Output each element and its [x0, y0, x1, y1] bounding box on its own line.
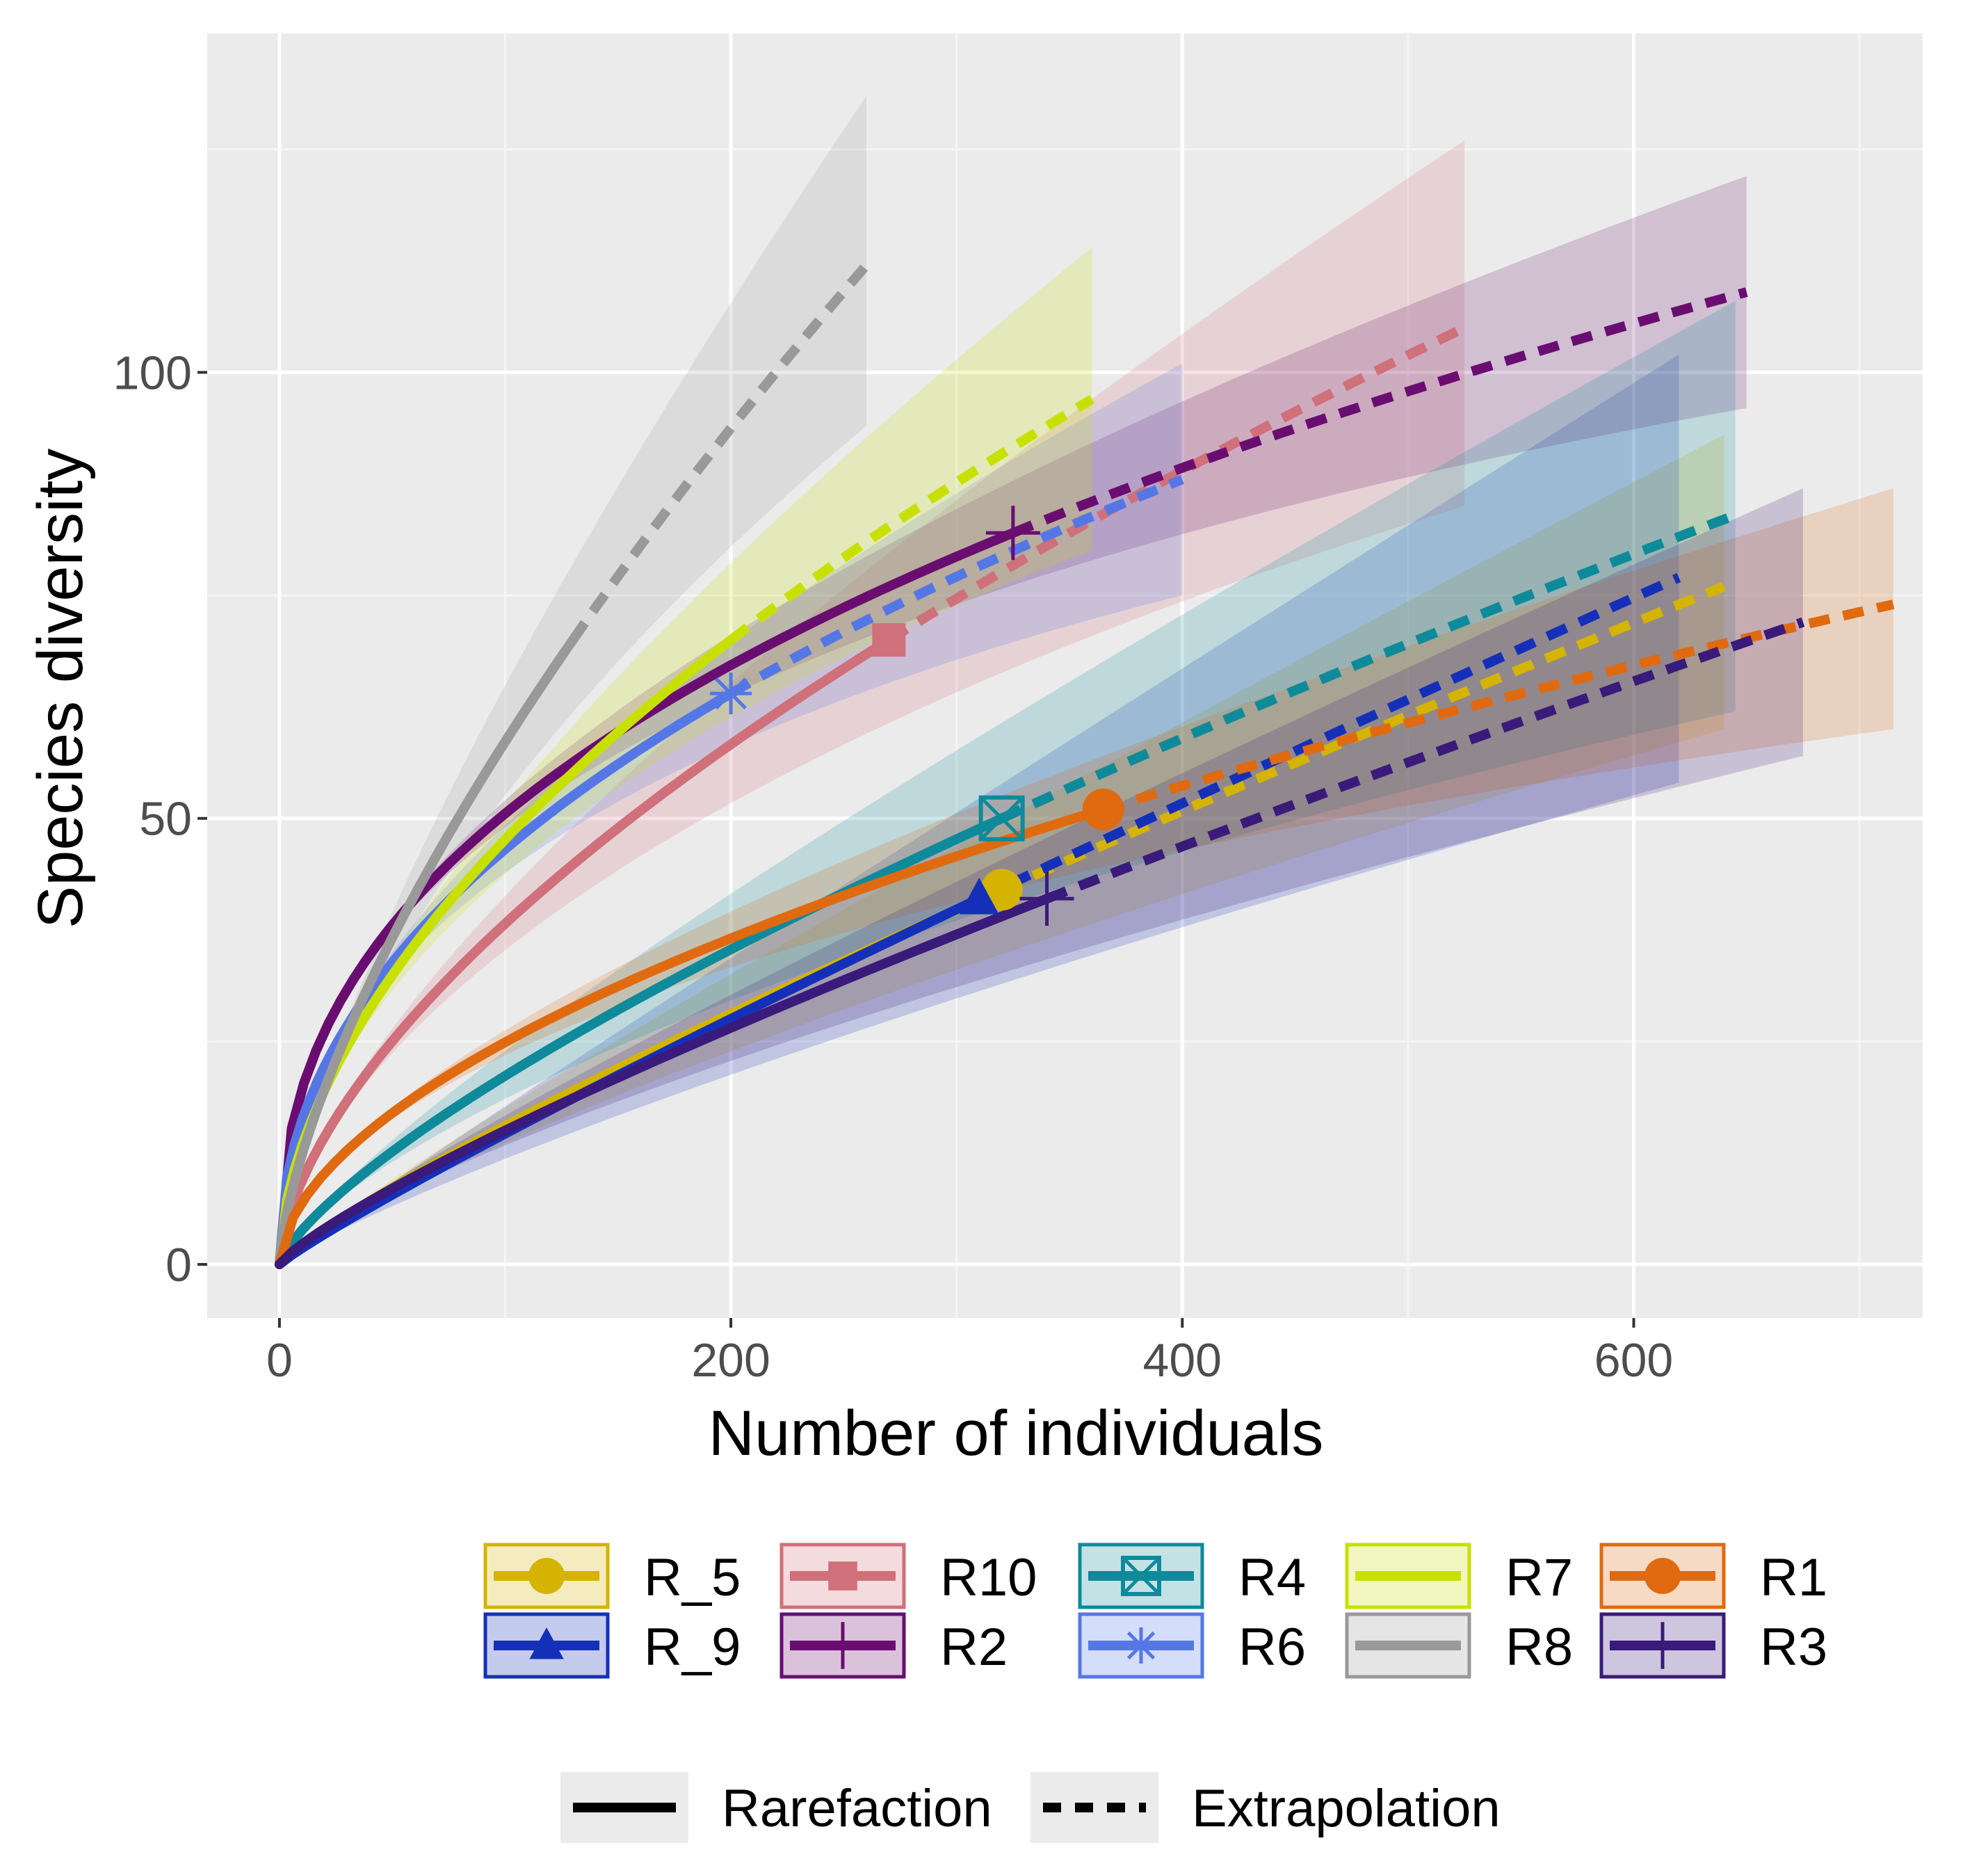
rarefaction-R4	[274, 813, 1007, 1269]
extrapolation-R2	[1011, 287, 1748, 538]
legend-key-R7	[1345, 1543, 1471, 1609]
marker-R3	[1019, 871, 1074, 926]
band-R8	[279, 95, 866, 1264]
legend-marker-R3	[1639, 1622, 1686, 1669]
extrapolation-R8	[569, 261, 871, 643]
legend-key-R4	[1078, 1543, 1204, 1609]
rarefaction-R10	[274, 635, 894, 1269]
legend-label-R8: R8	[1505, 1618, 1573, 1677]
y-axis-title: Species diversity	[25, 449, 96, 928]
line-type-label: Extrapolation	[1192, 1779, 1501, 1838]
legend-key-R2	[779, 1612, 906, 1679]
grid-minor	[207, 33, 1923, 1318]
legend-marker-R1	[1644, 1558, 1681, 1594]
line-type-rarefaction	[560, 1772, 688, 1843]
rarefaction-R7	[274, 635, 736, 1269]
legend-key-R10	[779, 1543, 906, 1609]
extrapolation-R6	[728, 474, 1184, 698]
legend-label-R6: R6	[1238, 1618, 1306, 1677]
extrapolation-R3	[1044, 617, 1805, 903]
rarefaction-R8	[274, 635, 578, 1269]
marker-R4	[978, 795, 1025, 842]
x-tick-label: 0	[266, 1334, 293, 1387]
x-tick-label: 200	[691, 1334, 770, 1387]
legend-key-R3	[1599, 1612, 1726, 1679]
y-tick-label: 100	[113, 346, 192, 399]
marker-R1	[1082, 788, 1124, 830]
band-R7	[279, 247, 1092, 1264]
legend-key-R_5	[483, 1543, 610, 1609]
extrapolation-R_5	[999, 581, 1726, 894]
rarefaction-R3	[274, 894, 1052, 1269]
axes: 0 200 400 600 0 50 100	[113, 346, 1674, 1387]
y-tick-label: 50	[139, 793, 192, 846]
marker-R2	[985, 506, 1040, 561]
legend-label-R10: R10	[940, 1548, 1037, 1607]
x-tick-label: 400	[1143, 1334, 1222, 1387]
extrapolation-R_9	[977, 573, 1681, 903]
series-legend: R_5 R_9 R10 R2 R4 R6 R7 R8 R1 R3	[483, 1543, 1827, 1679]
marker-R6	[710, 673, 752, 715]
extrapolation-R7	[727, 394, 1095, 644]
band-R10	[279, 140, 1465, 1264]
legend-label-R_9: R_9	[644, 1618, 741, 1677]
band-R6	[279, 363, 1183, 1264]
line-type-extrapolation	[1031, 1772, 1158, 1843]
band-R4	[279, 300, 1736, 1264]
grid-major	[207, 33, 1923, 1318]
x-tick-label: 600	[1594, 1334, 1673, 1387]
legend-label-R7: R7	[1505, 1548, 1573, 1607]
legend-marker-R_5	[528, 1558, 565, 1594]
legend-marker-R_9	[529, 1627, 564, 1659]
legend-key-R1	[1599, 1543, 1726, 1609]
line-type-label: Rarefaction	[722, 1779, 992, 1838]
legend-label-R_5: R_5	[644, 1548, 741, 1607]
legend-key-R6	[1078, 1612, 1204, 1679]
legend-key-R_9	[483, 1612, 610, 1679]
legend-marker-R4	[1121, 1556, 1161, 1596]
rarefaction-R1	[274, 804, 1108, 1269]
extrapolation-R4	[999, 510, 1738, 823]
line-type-legend: Rarefaction Extrapolation	[560, 1772, 1501, 1843]
series-lines	[274, 261, 1895, 1269]
legend-marker-R10	[828, 1561, 857, 1591]
legend-label-R4: R4	[1238, 1548, 1306, 1607]
legend-label-R1: R1	[1760, 1548, 1827, 1607]
legend-marker-R2	[819, 1622, 866, 1669]
extrapolation-R1	[1101, 599, 1895, 814]
legend-label-R3: R3	[1760, 1618, 1827, 1677]
y-tick-label: 0	[165, 1239, 192, 1291]
band-R2	[279, 176, 1747, 1265]
legend-label-R2: R2	[940, 1618, 1008, 1677]
marker-R10	[872, 623, 906, 657]
legend-key-R8	[1345, 1612, 1471, 1679]
x-axis-title: Number of individuals	[709, 1398, 1324, 1469]
legend-marker-R6	[1123, 1627, 1159, 1664]
observed-markers	[710, 506, 1124, 926]
marker-R_9	[959, 878, 999, 915]
